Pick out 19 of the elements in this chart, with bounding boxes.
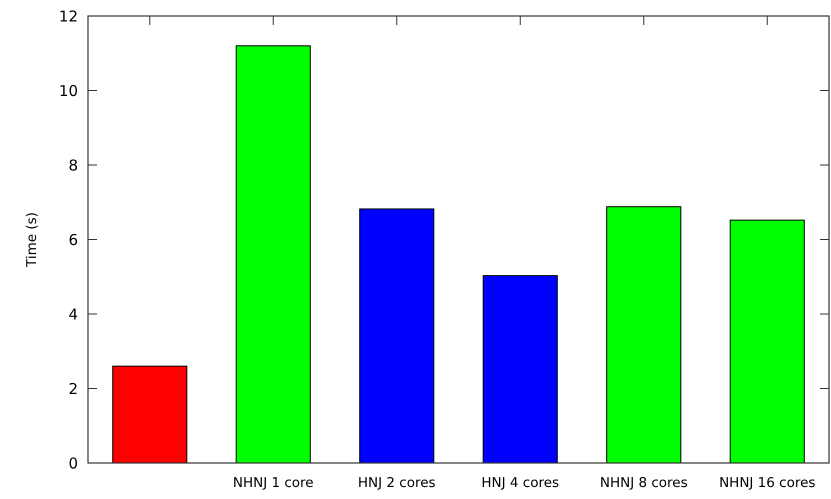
bar — [606, 206, 682, 464]
y-tick-label: 2 — [68, 380, 78, 398]
x-tick-label: NHNJ 1 core — [232, 475, 314, 491]
y-tick-label: 10 — [58, 82, 78, 100]
bar — [236, 45, 311, 464]
bar — [482, 275, 558, 464]
x-tick-label: HNJ 4 cores — [481, 475, 560, 491]
y-tick-label: 12 — [58, 7, 78, 26]
y-tick-label: 8 — [68, 156, 78, 174]
x-tick-label: NHNJ 16 cores — [719, 475, 816, 491]
y-axis-title: Time (s) — [24, 212, 40, 268]
x-tick-label: HNJ 2 cores — [358, 475, 436, 491]
y-tick-label: 0 — [68, 454, 78, 472]
bar — [112, 366, 188, 464]
bar — [359, 208, 434, 464]
bar — [730, 220, 805, 464]
y-tick-label: 4 — [68, 305, 78, 324]
x-tick-label: NHNJ 8 cores — [600, 475, 688, 491]
y-tick-label: 6 — [68, 230, 78, 249]
